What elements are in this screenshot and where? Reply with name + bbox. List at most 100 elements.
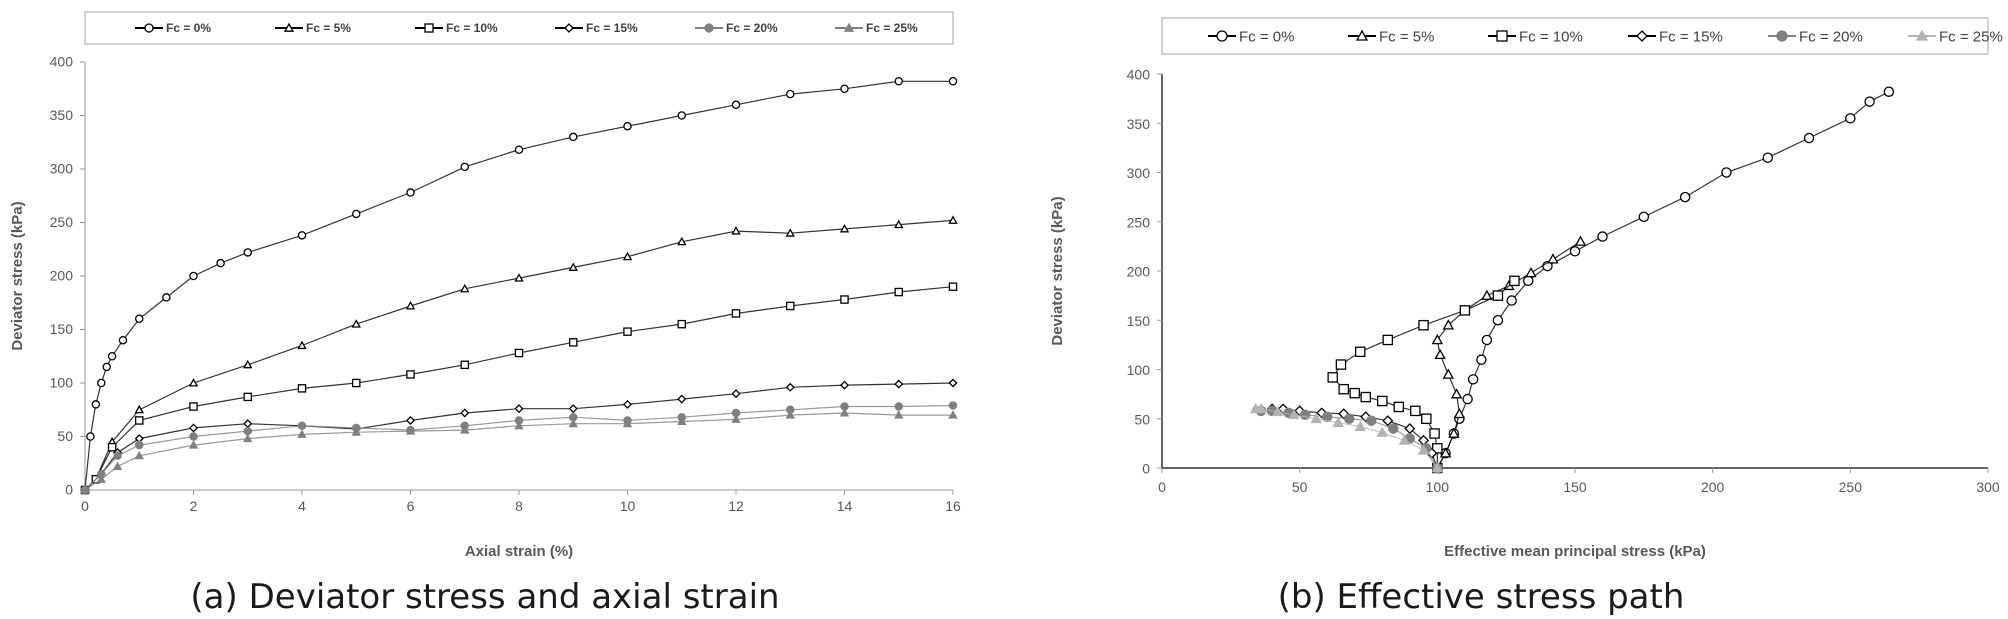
legend-swatch-marker-a-1	[283, 22, 295, 32]
data-point-a-2	[514, 348, 524, 358]
data-point-b-5	[1398, 434, 1410, 445]
y-tick-label-a: 250	[50, 214, 74, 230]
data-point-b-5	[1271, 405, 1284, 417]
legend-box-b	[1161, 17, 1989, 55]
data-point-b-5	[1354, 420, 1366, 431]
data-point-a-2	[243, 392, 252, 402]
data-point-b-0	[1845, 113, 1856, 124]
data-point-a-5	[134, 450, 144, 460]
legend-swatch-marker-b-3	[1636, 30, 1648, 42]
data-point-b-2	[1349, 387, 1360, 399]
x-tick-label-a: 10	[620, 498, 636, 514]
legend-label-b-2: Fc = 10%	[1519, 28, 1583, 45]
x-tick-label-a: 6	[407, 498, 415, 514]
data-point-a-3	[894, 379, 904, 389]
data-point-a-3	[731, 389, 741, 399]
data-point-b-2	[1418, 319, 1429, 331]
legend-swatch-marker-b-5	[1915, 29, 1929, 41]
data-point-a-5	[460, 425, 470, 434]
x-tick-label-a: 12	[728, 498, 744, 514]
data-point-a-3	[568, 404, 578, 414]
data-point-a-3	[785, 382, 795, 392]
y-tick-label-b: 350	[1127, 116, 1151, 132]
y-tick-label-b: 250	[1127, 214, 1151, 230]
data-point-b-4	[1299, 409, 1311, 421]
legend-label-b-5: Fc = 25%	[1939, 28, 2003, 45]
data-point-b-2	[1410, 405, 1421, 417]
y-tick-label-a: 400	[50, 54, 74, 70]
data-point-b-1	[1450, 388, 1463, 399]
data-point-b-2	[1327, 372, 1338, 383]
data-point-b-0	[1679, 191, 1691, 203]
data-point-b-4	[1321, 411, 1333, 423]
data-point-b-0	[1569, 246, 1581, 257]
data-point-a-1	[405, 301, 416, 310]
data-point-b-1	[1453, 407, 1466, 419]
data-point-b-1	[1434, 348, 1446, 360]
data-point-b-2	[1492, 290, 1504, 301]
data-point-b-2	[1354, 346, 1366, 358]
data-point-a-2	[894, 287, 904, 297]
y-tick-label-b: 400	[1127, 67, 1151, 83]
data-point-a-0	[216, 258, 225, 268]
series-line-b-0	[1436, 91, 1890, 469]
data-point-b-1	[1574, 235, 1587, 246]
y-axis-label-a: Deviator stress (kPa)	[9, 201, 26, 350]
data-point-a-2	[731, 309, 741, 318]
data-point-a-5	[948, 410, 958, 419]
x-tick-label-a: 2	[190, 498, 198, 514]
data-point-b-0	[1762, 152, 1773, 163]
data-point-a-3	[514, 404, 524, 414]
data-point-a-3	[460, 408, 470, 418]
legend-label-b-4: Fc = 20%	[1799, 28, 1863, 45]
legend-label-b-1: Fc = 5%	[1379, 28, 1434, 45]
data-point-a-0	[786, 89, 795, 99]
data-point-a-0	[460, 162, 469, 172]
x-tick-label-b: 50	[1292, 479, 1308, 495]
legend-swatch-marker-a-0	[144, 23, 154, 33]
data-point-a-0	[162, 293, 171, 302]
data-point-b-2	[1360, 391, 1371, 403]
data-point-b-3	[1277, 403, 1289, 415]
y-tick-label-a: 50	[57, 428, 73, 444]
legend-swatch-marker-a-4	[704, 23, 714, 33]
data-point-a-5	[785, 410, 795, 419]
data-point-a-2	[840, 295, 849, 304]
data-point-a-3	[405, 415, 416, 425]
data-point-a-5	[297, 429, 307, 438]
data-point-a-0	[243, 248, 252, 257]
data-point-a-2	[406, 370, 415, 379]
data-point-b-1	[1448, 427, 1460, 438]
data-point-b-5	[1376, 426, 1388, 437]
data-point-b-5	[1310, 412, 1322, 424]
data-point-b-1	[1442, 319, 1455, 330]
data-point-b-5	[1417, 444, 1430, 455]
data-point-b-1	[1481, 289, 1493, 300]
data-point-a-5	[894, 410, 904, 419]
series-line-a-3	[84, 382, 954, 491]
data-point-a-5	[96, 474, 106, 483]
y-tick-label-a: 200	[50, 268, 74, 284]
panel-b-stress-path-chart: 0 50 100 150 200 250 300 0 50 100 150 200 250 300 350 4…	[1049, 17, 2003, 560]
data-point-a-1	[297, 340, 307, 350]
data-point-a-5	[351, 427, 361, 436]
x-tick-label-b: 0	[1158, 479, 1166, 495]
data-point-b-5	[1249, 402, 1262, 414]
data-point-a-1	[243, 359, 253, 369]
data-point-b-2	[1432, 443, 1443, 454]
data-point-a-0	[134, 314, 144, 324]
data-point-b-5	[1288, 408, 1300, 420]
data-point-b-0	[1506, 295, 1517, 306]
legend-label-b-0: Fc = 0%	[1239, 28, 1294, 45]
data-point-a-0	[102, 362, 111, 372]
legend-swatch-marker-a-5	[843, 22, 855, 32]
data-point-a-3	[839, 380, 850, 390]
data-point-a-1	[568, 262, 578, 271]
y-tick-label-a: 150	[50, 321, 74, 337]
data-point-b-3	[1382, 415, 1394, 427]
data-point-a-1	[351, 319, 361, 328]
y-tick-label-a: 100	[50, 375, 74, 391]
legend-label-b-3: Fc = 15%	[1659, 28, 1723, 45]
data-point-a-4	[297, 421, 307, 431]
data-point-a-1	[677, 236, 687, 246]
